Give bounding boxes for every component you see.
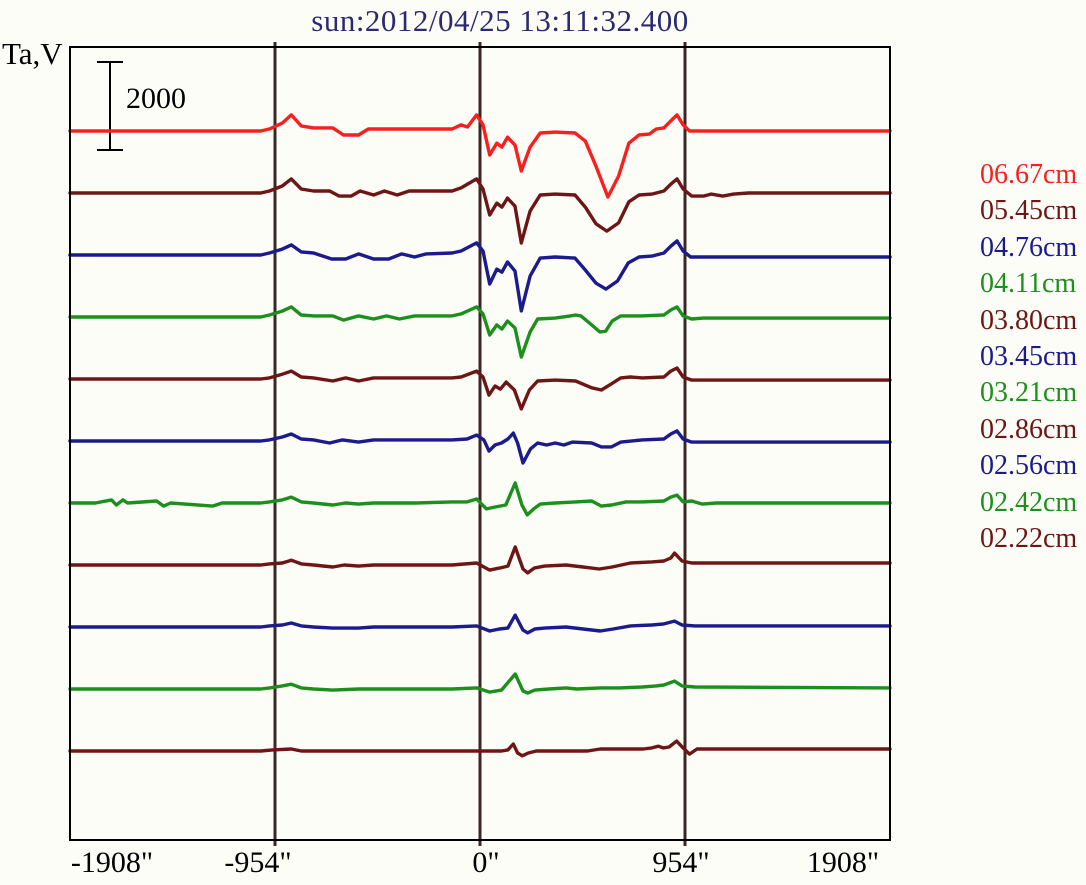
scan-trace-03.21cm — [68, 481, 892, 517]
scan-trace-04.76cm — [68, 239, 892, 313]
scan-trace-03.80cm — [68, 366, 892, 411]
y-axis-label: Ta,V — [2, 36, 63, 71]
solar-limb-gridlines — [273, 42, 687, 846]
wavelength-label-02.42cm: 02.42cm — [980, 486, 1078, 518]
wavelength-label-02.22cm: 02.22cm — [980, 523, 1078, 554]
scan-trace-02.86cm — [68, 545, 892, 575]
x-tick-neg-1908: -1908" — [70, 846, 154, 879]
scan-trace-02.42cm — [68, 672, 892, 695]
x-tick-1908: 1908" — [806, 846, 880, 879]
amplitude-scale-bar — [97, 61, 123, 151]
wavelength-label-04.11cm: 04.11cm — [980, 268, 1077, 300]
scan-trace-06.67cm — [68, 113, 892, 199]
x-tick-neg-954: -954" — [224, 846, 292, 879]
scan-trace-05.45cm — [68, 177, 892, 245]
wavelength-label-02.86cm: 02.86cm — [980, 413, 1078, 445]
plot-border — [69, 46, 891, 841]
x-tick-0: 0" — [472, 846, 500, 879]
wavelength-label-04.76cm: 04.76cm — [980, 231, 1078, 263]
wavelength-label-02.56cm: 02.56cm — [980, 450, 1078, 482]
chart-title: sun:2012/04/25 13:11:32.400 — [311, 3, 689, 38]
wavelength-label-03.80cm: 03.80cm — [980, 304, 1078, 336]
scan-trace-02.56cm — [68, 613, 892, 635]
wavelength-label-03.45cm: 03.45cm — [980, 341, 1078, 372]
wavelength-label-03.21cm: 03.21cm — [980, 377, 1078, 409]
x-tick-954: 954" — [652, 846, 710, 879]
scan-traces — [68, 113, 892, 758]
scan-trace-03.45cm — [68, 429, 892, 465]
scan-trace-02.22cm — [68, 739, 892, 758]
scale-bar-value: 2000 — [126, 82, 186, 115]
scan-trace-04.11cm — [68, 305, 892, 359]
wavelength-label-05.45cm: 05.45cm — [980, 195, 1078, 227]
wavelength-label-06.67cm: 06.67cm — [980, 159, 1078, 190]
